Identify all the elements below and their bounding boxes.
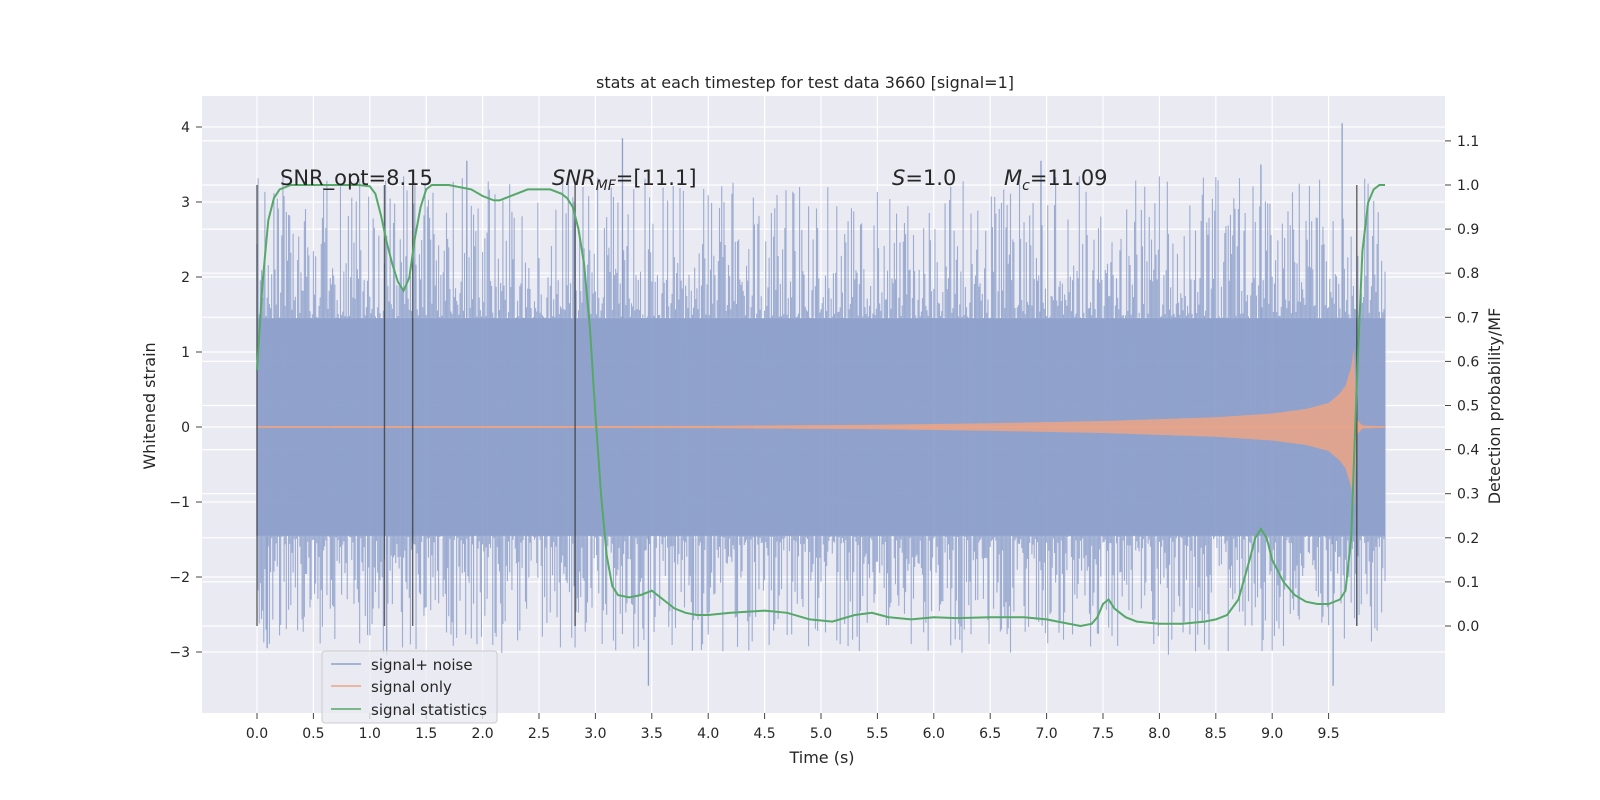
x-tick-label: 8.0	[1148, 726, 1170, 742]
x-tick-label: 0.5	[302, 726, 324, 742]
x-tick-label: 2.5	[528, 726, 550, 742]
y-right-axis-label: Detection probability/MF	[1485, 308, 1504, 505]
annotation-snr-mf-value: =[11.1]	[616, 166, 697, 190]
annotations: SNR_opt=8.15 SNRMF=[11.1] S=1.0 Mc=11.09	[280, 166, 1108, 194]
x-tick-label: 1.0	[359, 726, 381, 742]
x-tick-label: 0.0	[246, 726, 268, 742]
y-left-tick-label: −2	[169, 570, 190, 586]
x-tick-label: 6.5	[979, 726, 1001, 742]
y-right-tick-label: 0.1	[1457, 575, 1479, 591]
y-right-tick-label: 1.0	[1457, 178, 1479, 194]
y-right-tick-label: 0.5	[1457, 399, 1479, 415]
y-left-tick-label: 1	[181, 345, 190, 361]
signal-statistics-series	[256, 184, 1385, 628]
x-axis-label: Time (s)	[788, 748, 854, 767]
x-tick-label: 1.5	[415, 726, 437, 742]
x-axis-ticks: 0.0 0.5 1.0 1.5 2.0 2.5 3.0 3.5 4.0 4.5 5.0 5.5 6.0 6…	[246, 713, 1340, 742]
y-left-axis-label: Whitened strain	[140, 342, 159, 469]
annotation-snr-mf-sub: MF	[596, 178, 617, 194]
annotation-mc-main: M	[1004, 166, 1022, 190]
annotation-mc-value: =11.09	[1030, 166, 1108, 190]
x-tick-label: 7.0	[1035, 726, 1057, 742]
y-left-tick-label: 4	[181, 120, 190, 136]
x-tick-label: 2.0	[471, 726, 493, 742]
y-left-tick-label: −3	[169, 645, 190, 661]
y-right-tick-label: 0.2	[1457, 531, 1479, 547]
legend-label-signal-statistics: signal statistics	[371, 701, 487, 719]
y-right-tick-label: 0.6	[1457, 354, 1479, 370]
annotation-mc-sub: c	[1022, 178, 1030, 194]
x-tick-label: 7.5	[1092, 726, 1114, 742]
x-tick-label: 3.5	[641, 726, 663, 742]
y-right-tick-label: 0.9	[1457, 222, 1479, 238]
annotation-snr-mf: SNRMF=[11.1]	[552, 166, 697, 194]
legend-label-signal-only: signal only	[371, 678, 452, 696]
y-right-tick-label: 0.7	[1457, 310, 1479, 326]
x-tick-label: 8.5	[1205, 726, 1227, 742]
y-left-axis-ticks: 4 3 2 1 0 −1 −2 −3	[169, 120, 202, 661]
x-tick-label: 4.5	[753, 726, 775, 742]
x-tick-label: 4.0	[697, 726, 719, 742]
y-right-tick-label: 1.1	[1457, 134, 1479, 150]
y-left-tick-label: −1	[169, 495, 190, 511]
y-right-tick-label: 0.8	[1457, 266, 1479, 282]
legend-label-signal-noise: signal+ noise	[371, 656, 473, 674]
y-right-axis-ticks: 1.1 1.0 0.9 0.8 0.7 0.6 0.5 0.4 0.3 0.2 0.1 0.0	[1445, 134, 1479, 635]
x-tick-label: 3.0	[584, 726, 606, 742]
annotation-snr-opt: SNR_opt=8.15	[280, 166, 433, 191]
annotation-snr-mf-main: SNR	[552, 166, 596, 190]
x-tick-label: 9.5	[1317, 726, 1339, 742]
x-tick-label: 5.0	[810, 726, 832, 742]
legend: signal+ noise signal only signal statist…	[321, 650, 498, 724]
y-right-tick-label: 0.3	[1457, 487, 1479, 503]
signal-only-series	[257, 347, 1385, 507]
y-right-tick-label: 0.4	[1457, 443, 1479, 459]
signal-statistics-line	[256, 184, 1385, 628]
x-tick-label: 6.0	[923, 726, 945, 742]
x-tick-label: 5.5	[866, 726, 888, 742]
y-left-tick-label: 0	[181, 420, 190, 436]
legend-frame	[321, 650, 498, 724]
annotation-mc: Mc=11.09	[1004, 166, 1108, 194]
annotation-s-value: =1.0	[905, 166, 956, 190]
chart-title: stats at each timestep for test data 366…	[596, 73, 1014, 92]
y-right-tick-label: 0.0	[1457, 619, 1479, 635]
y-left-tick-label: 3	[181, 195, 190, 211]
annotation-s: S=1.0	[892, 166, 956, 190]
annotation-s-var: S	[892, 166, 905, 190]
x-tick-label: 9.0	[1261, 726, 1283, 742]
y-left-tick-label: 2	[181, 270, 190, 286]
